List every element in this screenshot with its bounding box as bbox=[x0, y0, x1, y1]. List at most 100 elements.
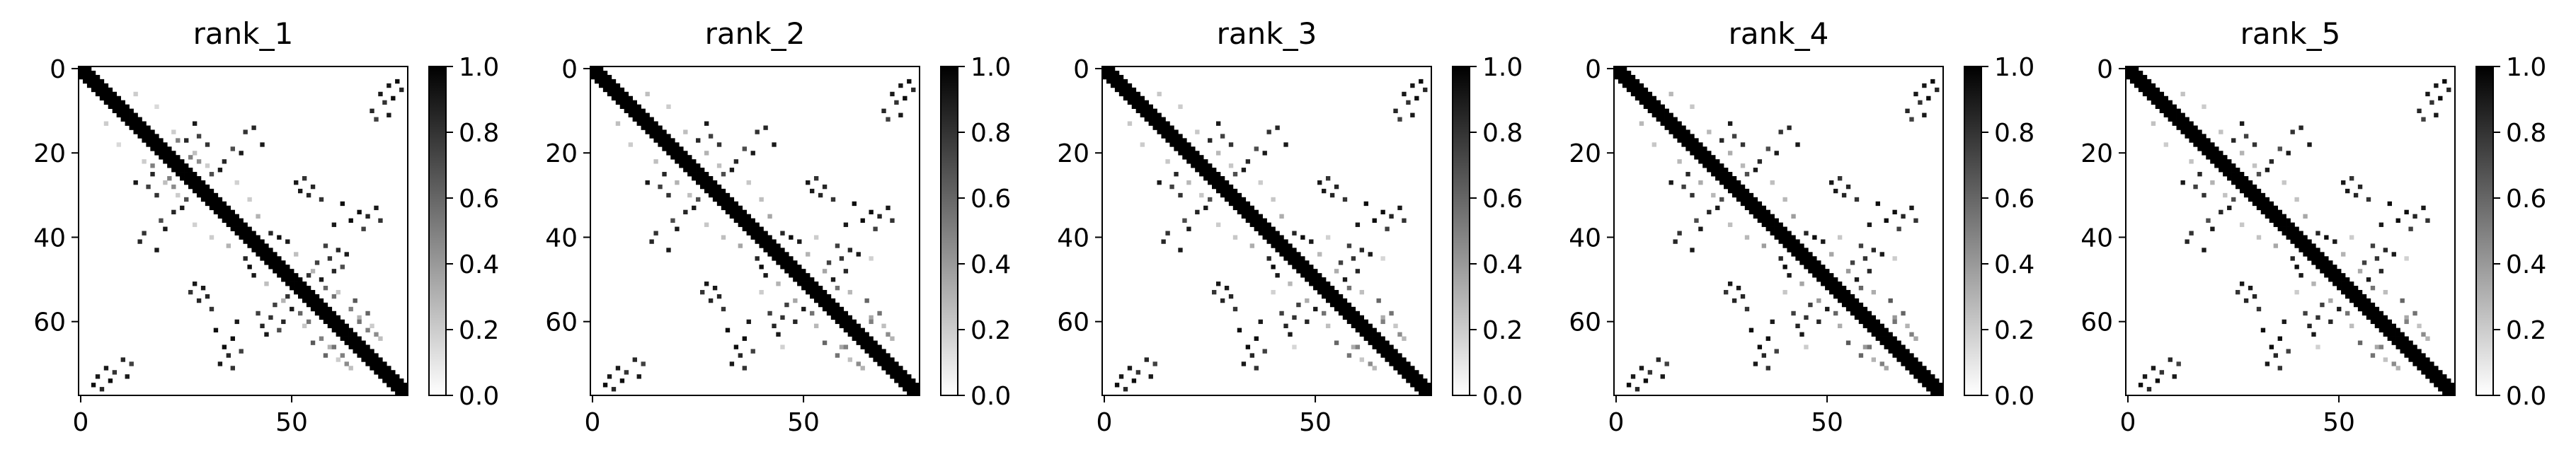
heatmap-cell bbox=[1922, 112, 1927, 117]
heatmap-cell bbox=[1833, 294, 1838, 299]
heatmap-cell bbox=[696, 172, 701, 177]
x-tick-label: 0 bbox=[2120, 408, 2136, 437]
heatmap-cell bbox=[2395, 327, 2400, 332]
heatmap-cell bbox=[2239, 222, 2245, 227]
heatmap-cell bbox=[2362, 298, 2367, 303]
heatmap-cell bbox=[1685, 138, 1690, 143]
heatmap-cell bbox=[2387, 327, 2392, 332]
heatmap-cell bbox=[2446, 87, 2451, 93]
heatmap-cell bbox=[188, 176, 193, 181]
heatmap-cell bbox=[306, 273, 311, 278]
heatmap-cell bbox=[797, 239, 802, 244]
heatmap-cell bbox=[2391, 252, 2396, 257]
heatmap-cell bbox=[1186, 155, 1191, 160]
heatmap-cell bbox=[776, 282, 781, 286]
heatmap-cell bbox=[2391, 327, 2396, 332]
heatmap-cell bbox=[1275, 239, 1280, 244]
heatmap-cell bbox=[2315, 231, 2320, 236]
heatmap-cell bbox=[348, 332, 353, 337]
heatmap-cell bbox=[2425, 336, 2430, 341]
heatmap-cell bbox=[1174, 129, 1179, 134]
heatmap-cell bbox=[813, 298, 819, 303]
heatmap-cell bbox=[1896, 344, 1901, 349]
heatmap-cell bbox=[1249, 222, 1255, 227]
heatmap-cell bbox=[1816, 273, 1821, 278]
heatmap-cell bbox=[314, 302, 320, 308]
heatmap-cell bbox=[365, 214, 370, 219]
heatmap-cell bbox=[1778, 256, 1783, 261]
heatmap-cell bbox=[167, 159, 172, 164]
heatmap-cell bbox=[2446, 383, 2451, 388]
heatmap-cell bbox=[839, 344, 845, 349]
heatmap-cell bbox=[213, 205, 219, 211]
heatmap-cell bbox=[1892, 353, 1897, 358]
heatmap-cell bbox=[1896, 340, 1901, 345]
heatmap-cell bbox=[1647, 95, 1653, 101]
heatmap-cell bbox=[2277, 209, 2282, 215]
heatmap-cell bbox=[137, 121, 142, 126]
heatmap-cell bbox=[1106, 79, 1111, 84]
heatmap-cell bbox=[1765, 366, 1770, 371]
heatmap-cell bbox=[1761, 243, 1767, 248]
heatmap-cell bbox=[890, 218, 895, 223]
heatmap-cell bbox=[112, 100, 118, 105]
heatmap-cell bbox=[1148, 121, 1153, 126]
heatmap-cell bbox=[1804, 260, 1809, 265]
heatmap-cell bbox=[2243, 192, 2249, 198]
heatmap-cell bbox=[679, 146, 684, 151]
heatmap-cell bbox=[99, 95, 105, 101]
heatmap-cell bbox=[801, 269, 806, 274]
heatmap-cell bbox=[239, 235, 244, 240]
heatmap-cell bbox=[125, 104, 130, 110]
heatmap-cell bbox=[1664, 125, 1669, 130]
heatmap-cell bbox=[331, 269, 337, 274]
heatmap-cell bbox=[1351, 319, 1356, 325]
heatmap-cell bbox=[1313, 286, 1318, 291]
heatmap-cell bbox=[2219, 168, 2223, 173]
heatmap-cell bbox=[843, 319, 849, 325]
heatmap-cell bbox=[133, 112, 138, 117]
heatmap-cell bbox=[666, 192, 671, 198]
heatmap-cell bbox=[2260, 197, 2266, 202]
heatmap-cell bbox=[1165, 134, 1170, 139]
heatmap-cell bbox=[200, 188, 206, 194]
heatmap-cell bbox=[1288, 243, 1293, 248]
heatmap-cell bbox=[306, 289, 311, 295]
heatmap-cell bbox=[1791, 311, 1796, 316]
heatmap-cell bbox=[1618, 74, 1623, 80]
heatmap-cell bbox=[1300, 273, 1305, 278]
heatmap-cell bbox=[344, 361, 349, 366]
heatmap-cell bbox=[336, 248, 341, 253]
heatmap-cell bbox=[2303, 252, 2308, 257]
heatmap-cell bbox=[780, 344, 785, 349]
heatmap-cell bbox=[79, 74, 84, 80]
heatmap-cell bbox=[302, 286, 307, 291]
heatmap-cell bbox=[776, 332, 781, 337]
heatmap-cell bbox=[1782, 239, 1787, 244]
heatmap-cell bbox=[2248, 197, 2253, 202]
heatmap-cell bbox=[2219, 129, 2223, 134]
heatmap-cell bbox=[310, 184, 316, 190]
heatmap-cell bbox=[1791, 214, 1796, 219]
heatmap-cell bbox=[1372, 332, 1377, 337]
heatmap-cell bbox=[120, 117, 125, 122]
heatmap-cell bbox=[1677, 138, 1682, 143]
heatmap-cell bbox=[1656, 357, 1661, 362]
heatmap-cell bbox=[1740, 142, 1746, 147]
heatmap-cell bbox=[1694, 218, 1699, 223]
heatmap-cell bbox=[1351, 311, 1356, 316]
heatmap-cell bbox=[869, 344, 874, 349]
heatmap-cell bbox=[239, 151, 244, 156]
heatmap-cell bbox=[129, 361, 134, 366]
heatmap-cell bbox=[2243, 180, 2249, 185]
colorbar bbox=[2476, 66, 2493, 395]
heatmap-cell bbox=[1862, 319, 1868, 325]
heatmap-cell bbox=[209, 306, 214, 312]
heatmap-cell bbox=[2282, 222, 2286, 227]
heatmap-cell bbox=[847, 332, 853, 337]
heatmap-cell bbox=[708, 180, 714, 185]
heatmap-cell bbox=[2353, 289, 2359, 295]
heatmap-cell bbox=[2442, 387, 2447, 392]
heatmap-cell bbox=[1266, 231, 1271, 236]
